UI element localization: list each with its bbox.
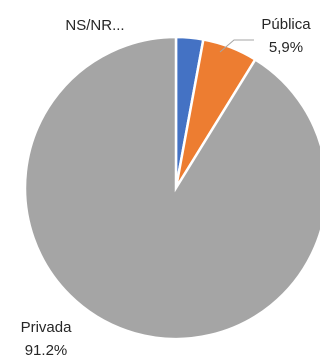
label-ns-nr: NS/NR... (65, 17, 124, 34)
label-privada: Privada (21, 319, 73, 336)
pie-slice-privada (23, 35, 320, 341)
label-publica: Pública (261, 16, 311, 33)
leader-line-publica (219, 39, 254, 53)
label-privada-value: 91.2% (25, 342, 68, 358)
label-publica-value: 5,9% (269, 39, 303, 56)
pie-slices (23, 35, 320, 341)
